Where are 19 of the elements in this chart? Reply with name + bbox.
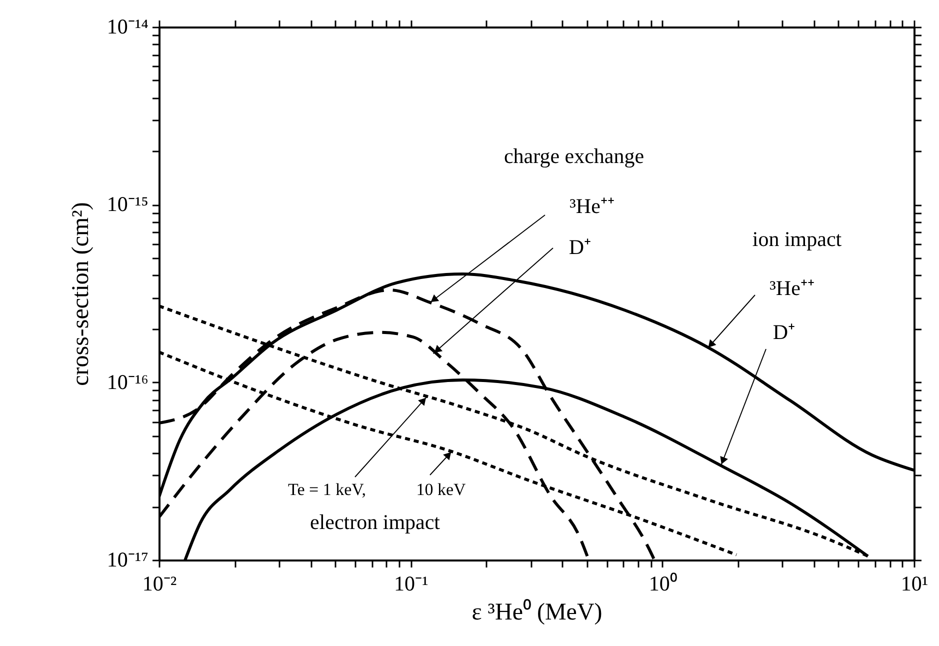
annotation: ³He⁺⁺ bbox=[770, 276, 814, 300]
annotation: D⁺ bbox=[568, 235, 592, 259]
x-axis-title: ε ³He⁰ (MeV) bbox=[472, 598, 602, 626]
annotation: Te = 1 keV, bbox=[288, 480, 366, 499]
y-tick-label: 10⁻¹⁴ bbox=[106, 14, 148, 38]
y-tick-label: 10⁻¹⁷ bbox=[106, 548, 148, 572]
annotation: charge exchange bbox=[504, 144, 644, 168]
x-tick-label: 10¹ bbox=[900, 572, 928, 596]
annotation: D⁺ bbox=[772, 320, 796, 344]
annotation: ion impact bbox=[752, 227, 842, 251]
y-tick-label: 10⁻¹⁵ bbox=[106, 192, 148, 216]
annotation: 10 keV bbox=[416, 480, 467, 499]
x-tick-label: 10⁰ bbox=[648, 572, 677, 596]
annotation: electron impact bbox=[310, 510, 440, 534]
y-tick-label: 10⁻¹⁶ bbox=[106, 370, 148, 394]
annotation: ³He⁺⁺ bbox=[570, 194, 614, 218]
x-tick-label: 10⁻¹ bbox=[394, 572, 428, 596]
x-tick-label: 10⁻² bbox=[142, 572, 177, 596]
y-axis-title: cross-section (cm²) bbox=[68, 202, 94, 386]
